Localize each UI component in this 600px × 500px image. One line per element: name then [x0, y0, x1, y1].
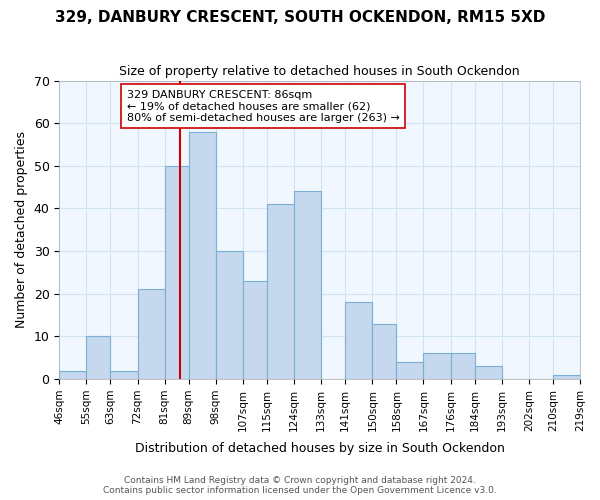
Bar [345, 302, 373, 379]
Text: Contains HM Land Registry data © Crown copyright and database right 2024.
Contai: Contains HM Land Registry data © Crown c… [103, 476, 497, 495]
Text: 329, DANBURY CRESCENT, SOUTH OCKENDON, RM15 5XD: 329, DANBURY CRESCENT, SOUTH OCKENDON, R… [55, 10, 545, 25]
Bar [59, 370, 86, 379]
Title: Size of property relative to detached houses in South Ockendon: Size of property relative to detached ho… [119, 65, 520, 78]
Bar [216, 251, 243, 379]
Bar [373, 324, 397, 379]
Bar [553, 375, 580, 379]
Bar [267, 204, 294, 379]
Bar [475, 366, 502, 379]
Bar [110, 370, 137, 379]
Bar [164, 166, 189, 379]
Bar [189, 132, 216, 379]
Text: 329 DANBURY CRESCENT: 86sqm
← 19% of detached houses are smaller (62)
80% of sem: 329 DANBURY CRESCENT: 86sqm ← 19% of det… [127, 90, 400, 122]
X-axis label: Distribution of detached houses by size in South Ockendon: Distribution of detached houses by size … [135, 442, 505, 455]
Bar [397, 362, 424, 379]
Bar [243, 281, 267, 379]
Bar [424, 354, 451, 379]
Bar [451, 354, 475, 379]
Y-axis label: Number of detached properties: Number of detached properties [15, 132, 28, 328]
Bar [137, 290, 164, 379]
Bar [294, 192, 321, 379]
Bar [86, 336, 110, 379]
